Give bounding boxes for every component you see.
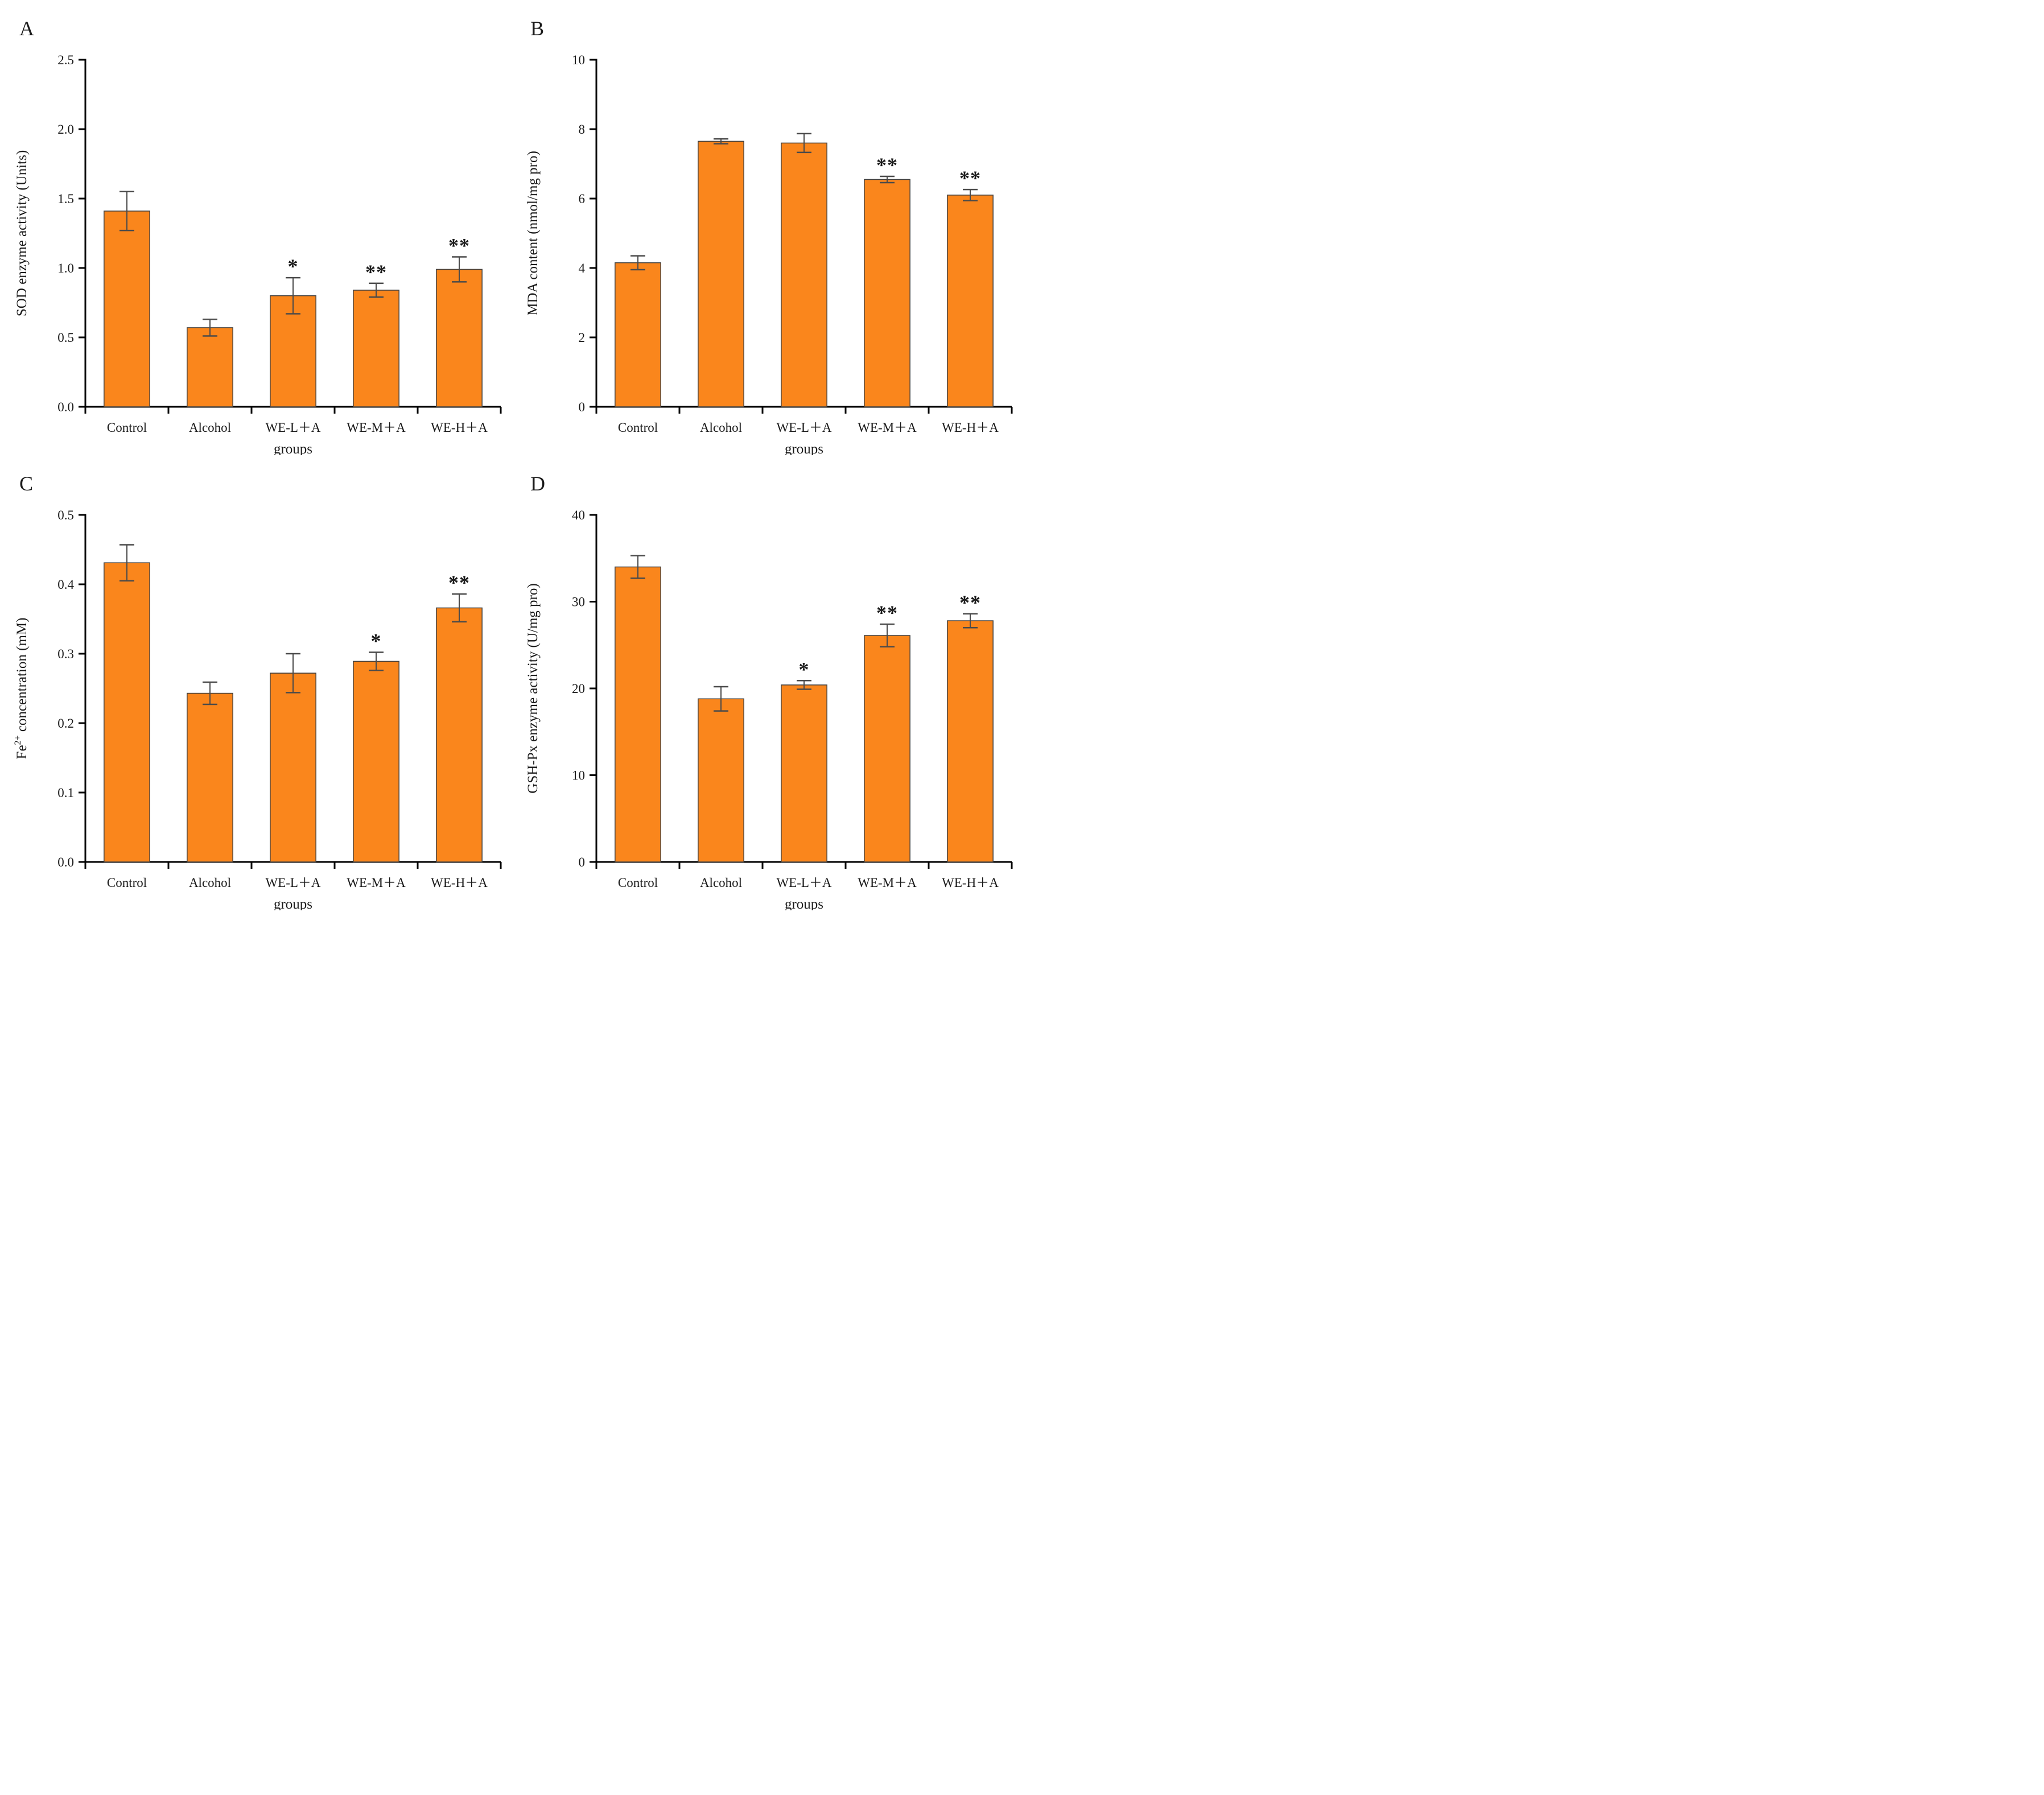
bar <box>104 211 150 407</box>
bar <box>698 698 744 863</box>
y-tick-label: 0.0 <box>57 855 74 869</box>
category-label: WE-M＋A <box>858 876 917 890</box>
chart-a: A 0.0 0.5 1.0 1.5 2.0 2.5 Control Alcohol * WE-L＋A… <box>14 17 502 455</box>
bar <box>615 262 661 407</box>
bar <box>187 692 233 863</box>
y-tick-label: 2.5 <box>57 53 74 67</box>
x-axis-label: groups <box>785 441 823 455</box>
significance-marker: ** <box>448 234 470 257</box>
category-label: WE-H＋A <box>942 420 999 435</box>
significance-marker: ** <box>876 154 898 176</box>
x-axis-label: groups <box>274 897 312 910</box>
y-tick-label: 0.0 <box>57 400 74 414</box>
y-axis-label: SOD enzyme activity (Units) <box>14 150 30 316</box>
category-label: WE-L＋A <box>265 876 320 890</box>
y-tick-label: 10 <box>572 769 585 783</box>
category-label: Control <box>107 420 147 435</box>
bar <box>353 290 399 407</box>
y-tick-label: 0.3 <box>57 647 74 661</box>
y-tick-label: 2.0 <box>57 122 74 137</box>
y-axis-label: Fe2+ concentration (mM) <box>13 618 30 760</box>
panel-d: D 0 10 20 30 40 Control Alcohol * WE-L＋A ** WE-M＋A *… <box>511 455 1022 910</box>
bar <box>615 566 661 863</box>
panel-a: A 0.0 0.5 1.0 1.5 2.0 2.5 Control Alcohol * WE-L＋A… <box>0 0 511 455</box>
category-label: Alcohol <box>189 420 231 435</box>
y-tick-label: 2 <box>579 331 586 345</box>
category-label: Control <box>618 420 658 435</box>
category-label: WE-L＋A <box>776 420 831 435</box>
significance-marker: * <box>288 255 299 278</box>
category-label: Alcohol <box>700 876 742 890</box>
y-tick-label: 0.2 <box>57 716 74 731</box>
y-axis-label: GSH-Px enzyme activity (U/mg pro) <box>525 583 541 793</box>
category-label: WE-M＋A <box>347 876 406 890</box>
y-tick-label: 0.1 <box>57 786 74 800</box>
significance-marker: ** <box>959 167 981 189</box>
bar <box>270 672 316 863</box>
category-label: WE-M＋A <box>347 420 406 435</box>
significance-marker: ** <box>959 591 981 614</box>
category-label: Alcohol <box>700 420 742 435</box>
bar <box>698 141 744 407</box>
category-label: Alcohol <box>189 876 231 890</box>
y-axis-label: MDA content (nmol/mg pro) <box>525 151 541 316</box>
y-tick-label: 0 <box>579 400 586 414</box>
significance-marker: ** <box>876 601 898 624</box>
y-tick-label: 6 <box>579 192 586 206</box>
y-tick-label: 20 <box>572 682 585 696</box>
y-tick-label: 1.5 <box>57 192 74 206</box>
bar <box>104 562 150 863</box>
y-tick-label: 40 <box>572 508 585 522</box>
y-tick-label: 4 <box>579 261 586 275</box>
panel-letter: B <box>530 17 544 40</box>
y-tick-label: 0.5 <box>57 331 74 345</box>
x-axis-label: groups <box>785 897 823 910</box>
significance-marker: ** <box>448 571 470 594</box>
category-label: WE-H＋A <box>431 876 488 890</box>
bar <box>864 179 910 407</box>
significance-marker: ** <box>365 261 387 283</box>
bar <box>781 684 827 863</box>
category-label: Control <box>618 876 658 890</box>
category-label: WE-H＋A <box>431 420 488 435</box>
y-tick-label: 30 <box>572 595 585 609</box>
bar <box>864 635 910 863</box>
panel-letter: A <box>19 17 34 40</box>
chart-b: B 0 2 4 6 8 10 Control Alcohol WE-L＋A ** WE-M＋A ** WE… <box>525 17 1013 455</box>
panel-b: B 0 2 4 6 8 10 Control Alcohol WE-L＋A ** WE-M＋A ** WE… <box>511 0 1022 455</box>
y-tick-label: 0.5 <box>57 508 74 522</box>
figure-panel-grid: A 0.0 0.5 1.0 1.5 2.0 2.5 Control Alcohol * WE-L＋A… <box>0 0 1022 910</box>
x-axis-label: groups <box>274 441 312 455</box>
y-tick-label: 0.4 <box>57 577 74 592</box>
category-label: WE-L＋A <box>265 420 320 435</box>
significance-marker: * <box>799 658 810 680</box>
y-tick-label: 0 <box>579 855 586 869</box>
y-tick-label: 8 <box>579 122 586 137</box>
bar <box>947 620 994 863</box>
bar <box>187 327 233 407</box>
category-label: Control <box>107 876 147 890</box>
panel-letter: D <box>530 472 545 495</box>
y-tick-label: 1.0 <box>57 261 74 275</box>
panel-letter: C <box>19 472 33 495</box>
panel-c: C 0.0 0.1 0.2 0.3 0.4 0.5 Control Alcohol WE-L＋A *… <box>0 455 511 910</box>
bar <box>947 195 994 407</box>
category-label: WE-M＋A <box>858 420 917 435</box>
bar <box>436 607 483 863</box>
significance-marker: * <box>371 630 382 653</box>
category-label: WE-H＋A <box>942 876 999 890</box>
bar <box>781 142 827 407</box>
bar <box>436 269 483 407</box>
bar <box>353 661 399 863</box>
y-tick-label: 10 <box>572 53 585 67</box>
category-label: WE-L＋A <box>776 876 831 890</box>
chart-c: C 0.0 0.1 0.2 0.3 0.4 0.5 Control Alcohol WE-L＋A *… <box>13 472 502 910</box>
chart-d: D 0 10 20 30 40 Control Alcohol * WE-L＋A ** WE-M＋A *… <box>525 472 1013 910</box>
